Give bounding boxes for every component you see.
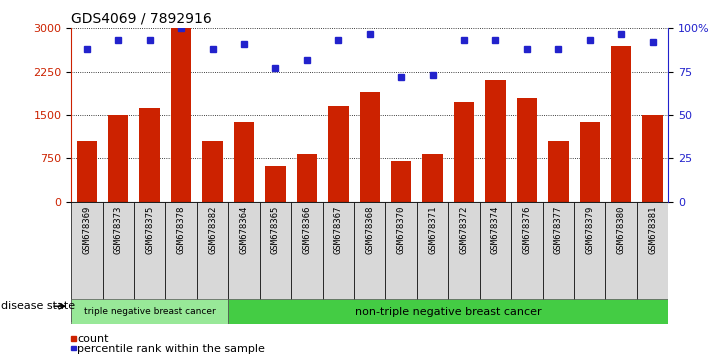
Bar xyxy=(71,299,228,324)
Text: GSM678368: GSM678368 xyxy=(365,205,374,254)
Bar xyxy=(203,141,223,202)
Bar xyxy=(422,154,443,202)
Text: GSM678370: GSM678370 xyxy=(397,205,406,254)
Text: triple negative breast cancer: triple negative breast cancer xyxy=(84,307,215,316)
Text: GSM678379: GSM678379 xyxy=(585,205,594,254)
Bar xyxy=(354,202,385,322)
Bar xyxy=(197,202,228,322)
Bar xyxy=(323,202,354,322)
Bar xyxy=(228,202,260,322)
Bar xyxy=(385,202,417,322)
Text: GSM678371: GSM678371 xyxy=(428,205,437,254)
Bar xyxy=(637,202,668,322)
Bar xyxy=(166,202,197,322)
Text: disease state: disease state xyxy=(1,301,75,311)
Bar xyxy=(102,202,134,322)
Bar xyxy=(228,299,668,324)
Text: GSM678369: GSM678369 xyxy=(82,205,91,254)
Bar xyxy=(391,161,412,202)
Text: GSM678373: GSM678373 xyxy=(114,205,123,254)
Bar xyxy=(77,141,97,202)
Bar xyxy=(480,202,511,322)
Text: GSM678380: GSM678380 xyxy=(616,205,626,254)
Bar xyxy=(296,154,317,202)
Bar xyxy=(579,122,600,202)
Text: GSM678374: GSM678374 xyxy=(491,205,500,254)
Bar xyxy=(542,202,574,322)
Text: GSM678378: GSM678378 xyxy=(176,205,186,254)
Bar xyxy=(265,166,286,202)
Text: GSM678364: GSM678364 xyxy=(240,205,248,254)
Bar xyxy=(511,202,542,322)
Bar xyxy=(606,202,637,322)
Bar xyxy=(574,202,606,322)
Bar xyxy=(134,202,166,322)
Bar xyxy=(548,141,569,202)
Bar xyxy=(291,202,323,322)
Text: GSM678381: GSM678381 xyxy=(648,205,657,254)
Bar xyxy=(108,115,129,202)
Text: count: count xyxy=(77,334,109,344)
Text: GSM678382: GSM678382 xyxy=(208,205,217,254)
Bar xyxy=(517,98,537,202)
Bar xyxy=(360,92,380,202)
Text: GSM678377: GSM678377 xyxy=(554,205,563,254)
Text: GSM678376: GSM678376 xyxy=(523,205,531,254)
Text: GDS4069 / 7892916: GDS4069 / 7892916 xyxy=(71,12,212,26)
Bar xyxy=(328,106,348,202)
Bar xyxy=(449,202,480,322)
Bar xyxy=(260,202,291,322)
Text: GSM678375: GSM678375 xyxy=(145,205,154,254)
Bar xyxy=(643,115,663,202)
Bar xyxy=(71,202,102,322)
Bar xyxy=(611,46,631,202)
Bar xyxy=(485,80,506,202)
Text: GSM678365: GSM678365 xyxy=(271,205,280,254)
Bar xyxy=(454,102,474,202)
Bar xyxy=(171,28,191,202)
Bar xyxy=(234,122,255,202)
Bar xyxy=(139,108,160,202)
Text: GSM678366: GSM678366 xyxy=(302,205,311,254)
Bar xyxy=(417,202,449,322)
Text: GSM678372: GSM678372 xyxy=(459,205,469,254)
Text: percentile rank within the sample: percentile rank within the sample xyxy=(77,344,265,354)
Text: GSM678367: GSM678367 xyxy=(333,205,343,254)
Text: non-triple negative breast cancer: non-triple negative breast cancer xyxy=(355,307,542,316)
